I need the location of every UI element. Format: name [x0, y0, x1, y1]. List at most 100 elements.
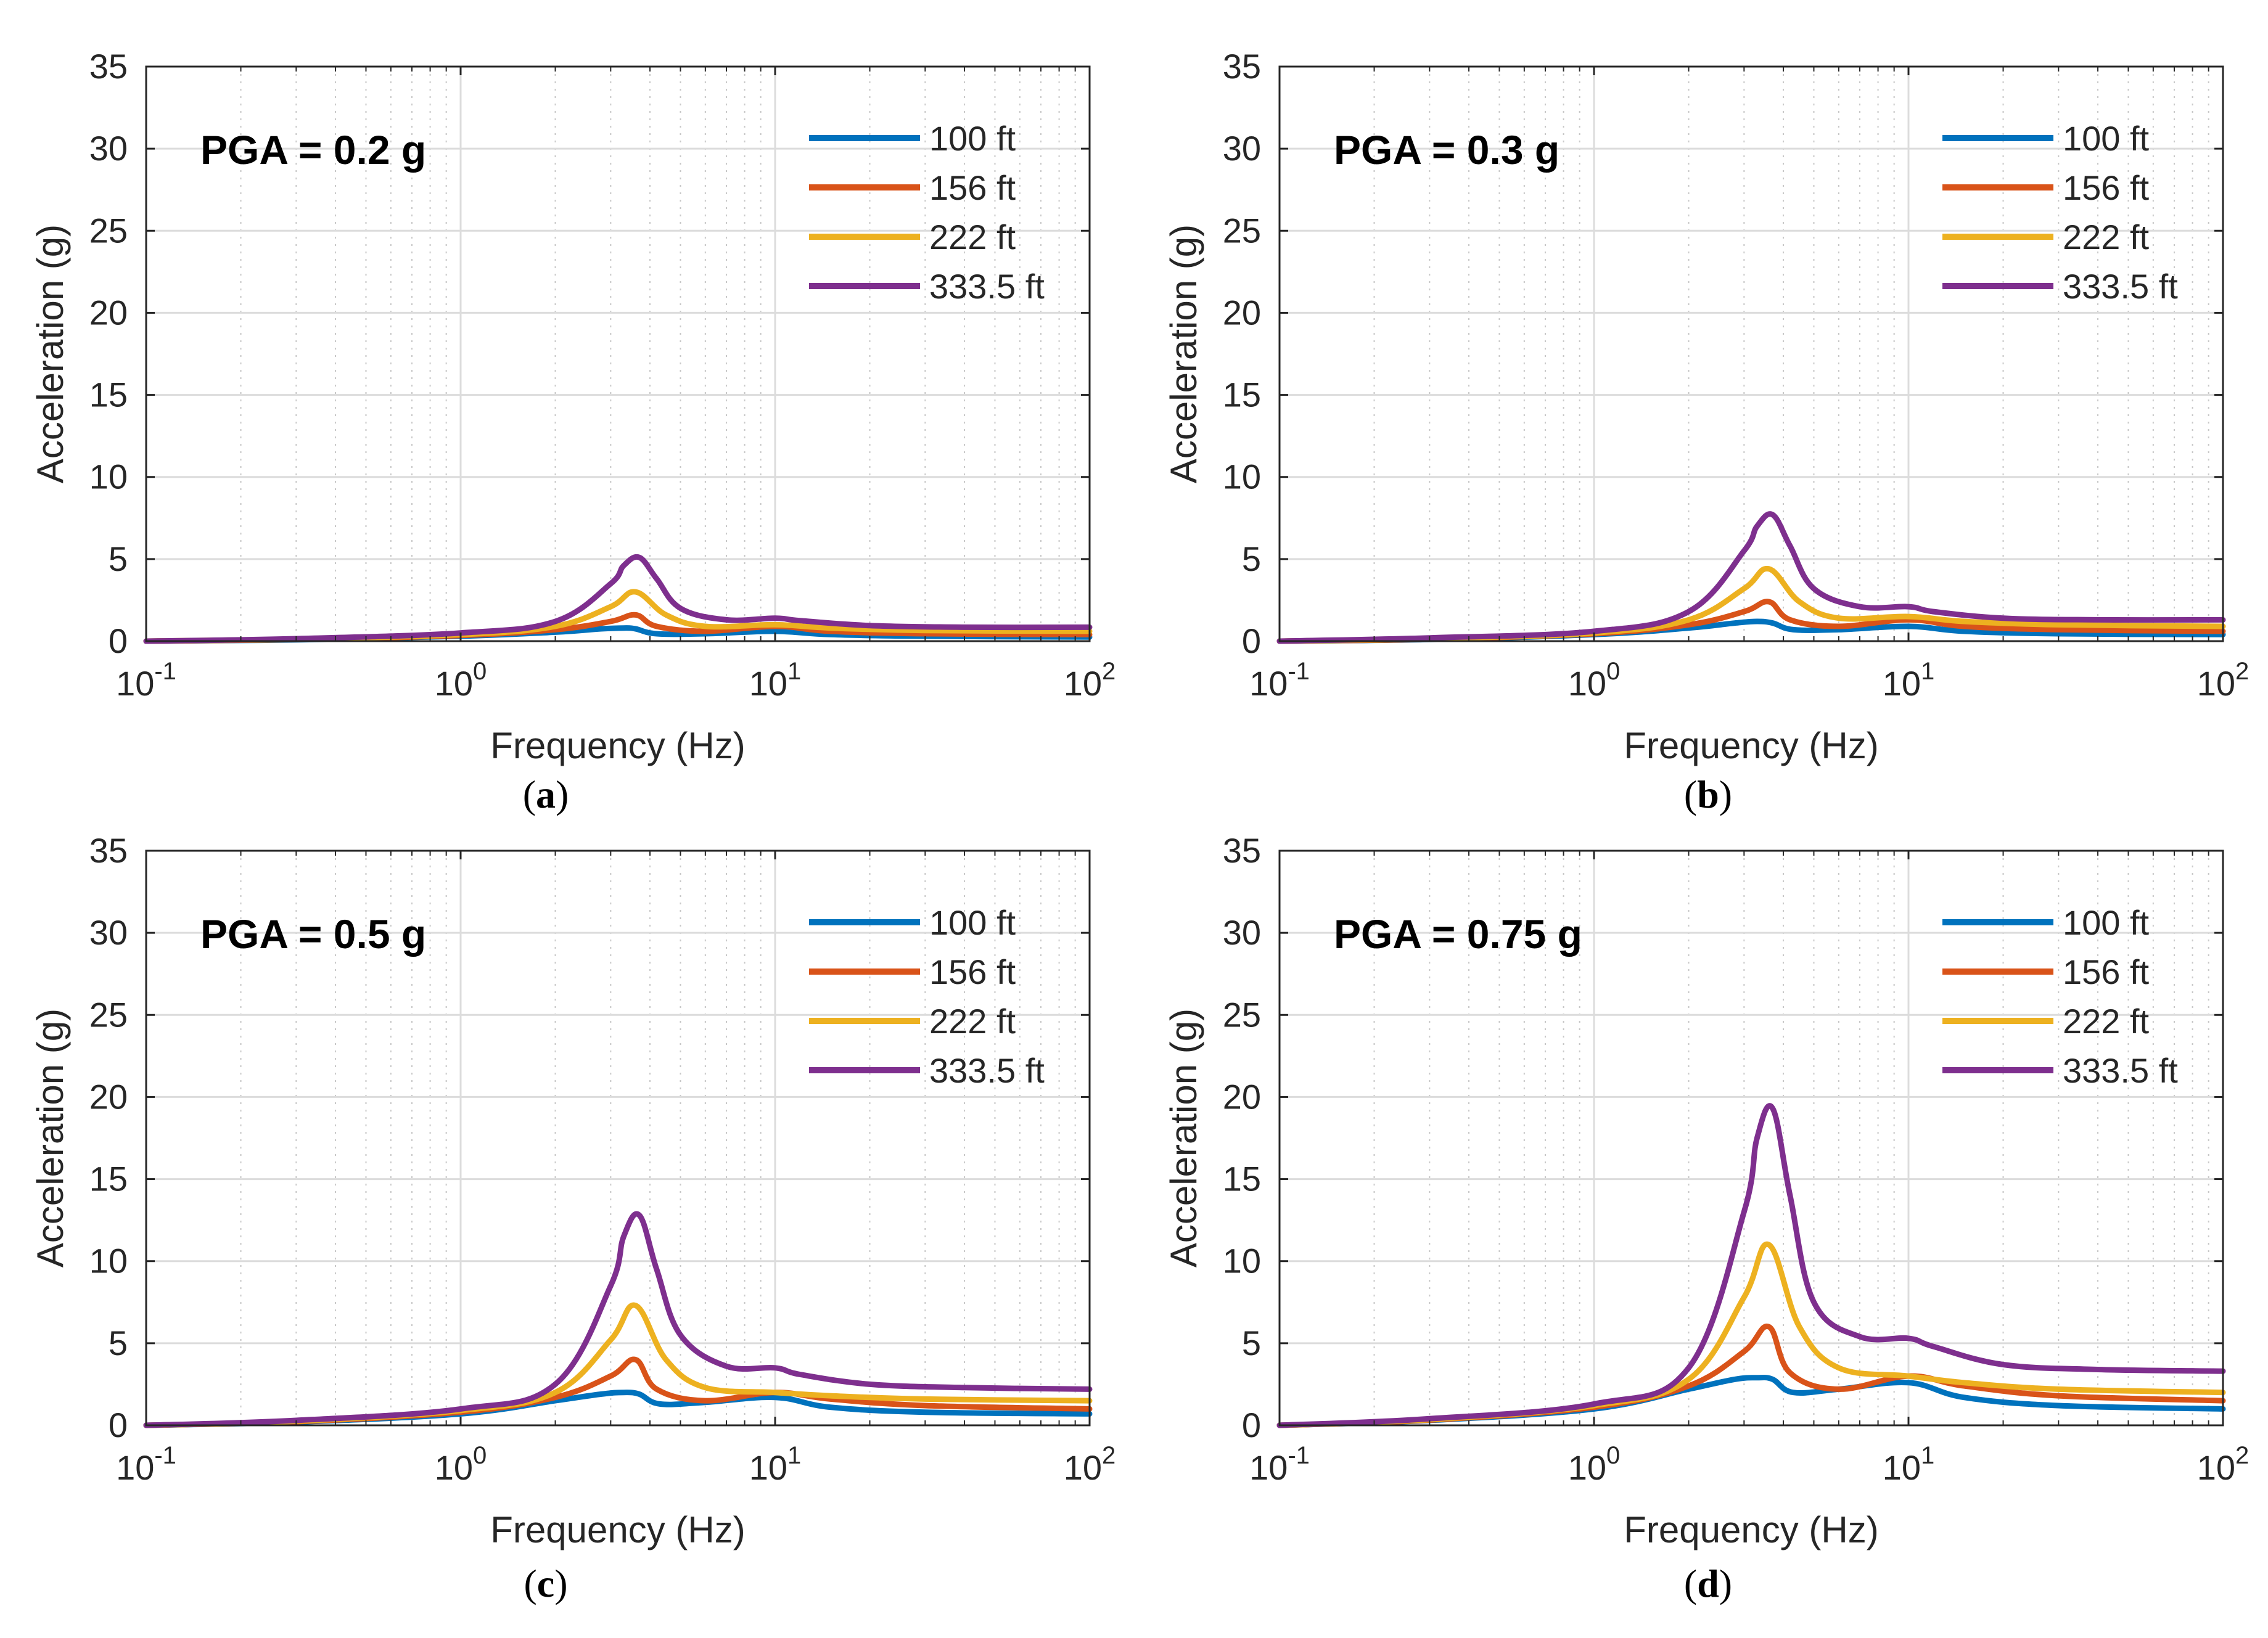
y-tick-label: 10	[1223, 457, 1261, 496]
chart-panel-d: 0 5 10 15 20 25 30 35 10-1 100 101 102 Frequency (Hz…	[1163, 831, 2249, 1605]
x-tick-label: 100	[1568, 658, 1621, 703]
legend: 100 ft 156 ft 222 ft 333.5 ft	[1942, 903, 2178, 1090]
panel-label: (c)	[524, 1562, 567, 1605]
y-tick-label: 0	[1242, 1406, 1261, 1444]
y-tick-label: 35	[1223, 47, 1261, 86]
x-axis-label: Frequency (Hz)	[1624, 725, 1878, 766]
y-tick-label: 25	[1223, 995, 1261, 1034]
axes-box	[145, 850, 1091, 1427]
chart-panel-a: 0 5 10 15 20 25 30 35 10-1 100 101 102 Frequency (Hz…	[30, 47, 1116, 816]
y-axis-label: Acceleration (g)	[1163, 224, 1204, 483]
y-tick-label: 15	[89, 1160, 128, 1198]
plot-area	[146, 67, 1090, 641]
chart-panel-c: 0 5 10 15 20 25 30 35 10-1 100 101 102 Frequency (Hz…	[30, 831, 1116, 1605]
axes-box	[1278, 850, 2224, 1427]
legend-label: 333.5 ft	[2063, 267, 2178, 306]
panel-label: (a)	[523, 772, 569, 816]
x-tick-label: 101	[749, 1442, 802, 1487]
legend-label: 333.5 ft	[929, 1051, 1045, 1090]
y-tick-label: 0	[1242, 621, 1261, 660]
y-tick-label: 15	[1223, 1160, 1261, 1198]
axes-box	[1278, 65, 2224, 642]
y-tick-label: 35	[89, 47, 128, 86]
pga-annotation: PGA = 0.5 g	[200, 911, 426, 957]
y-axis-label: Acceleration (g)	[30, 1009, 71, 1267]
y-tick-label: 30	[89, 129, 128, 168]
legend-label: 100 ft	[2063, 903, 2150, 942]
x-tick-label: 100	[435, 1442, 487, 1487]
x-tick-label: 10-1	[116, 658, 176, 703]
x-axis-label: Frequency (Hz)	[1624, 1509, 1878, 1550]
y-tick-label: 0	[109, 621, 128, 660]
y-tick-label: 5	[109, 539, 128, 578]
y-tick-label: 5	[1242, 1324, 1261, 1362]
legend-label: 333.5 ft	[2063, 1051, 2178, 1090]
series-group	[1276, 1103, 2226, 1428]
y-tick-label: 25	[89, 995, 128, 1034]
pga-annotation: PGA = 0.2 g	[200, 127, 426, 173]
grid	[146, 67, 1090, 641]
y-tick-label: 5	[109, 1324, 128, 1362]
x-tick-label: 10-1	[1249, 658, 1310, 703]
x-tick-label: 101	[1883, 658, 1935, 703]
series-line-333-5-ft	[143, 1211, 1093, 1428]
x-axis-label: Frequency (Hz)	[490, 1509, 745, 1550]
y-tick-label: 20	[89, 293, 128, 332]
y-tick-label: 30	[89, 913, 128, 952]
legend-label: 222 ft	[929, 1002, 1016, 1041]
legend-label: 222 ft	[2063, 1002, 2150, 1041]
x-axis-label: Frequency (Hz)	[490, 725, 745, 766]
y-tick-label: 10	[1223, 1242, 1261, 1280]
y-axis-label: Acceleration (g)	[30, 224, 71, 483]
y-tick-label: 20	[1223, 293, 1261, 332]
legend-label: 222 ft	[2063, 218, 2150, 256]
chart-panel-b: 0 5 10 15 20 25 30 35 10-1 100 101 102 Frequency (Hz…	[1163, 47, 2249, 816]
x-tick-label: 101	[749, 658, 802, 703]
y-tick-label: 35	[89, 831, 128, 870]
legend-label: 100 ft	[929, 119, 1016, 158]
x-tick-label: 10-1	[1249, 1442, 1310, 1487]
y-tick-label: 20	[1223, 1077, 1261, 1116]
y-tick-label: 15	[89, 375, 128, 414]
pga-annotation: PGA = 0.75 g	[1334, 911, 1582, 957]
x-tick-label: 102	[1064, 658, 1116, 703]
y-tick-label: 25	[1223, 211, 1261, 250]
series-line-333-5-ft	[143, 554, 1093, 644]
x-tick-label: 102	[2197, 658, 2250, 703]
x-tick-label: 102	[2197, 1442, 2250, 1487]
legend-label: 156 ft	[2063, 952, 2150, 991]
y-axis-label: Acceleration (g)	[1163, 1009, 1204, 1267]
x-tick-label: 102	[1064, 1442, 1116, 1487]
series-group	[1276, 511, 2226, 644]
panel-label: (d)	[1684, 1562, 1732, 1605]
axes-box	[145, 65, 1091, 642]
pga-annotation: PGA = 0.3 g	[1334, 127, 1559, 173]
y-tick-label: 30	[1223, 913, 1261, 952]
y-tick-label: 30	[1223, 129, 1261, 168]
y-tick-label: 15	[1223, 375, 1261, 414]
x-tick-label: 10-1	[116, 1442, 176, 1487]
panel-label: (b)	[1684, 772, 1732, 816]
legend-label: 156 ft	[929, 168, 1016, 207]
legend-label: 156 ft	[2063, 168, 2150, 207]
y-tick-label: 10	[89, 457, 128, 496]
grid	[1280, 67, 2223, 641]
x-tick-label: 101	[1883, 1442, 1935, 1487]
series-line-333-5-ft	[1276, 511, 2226, 644]
legend-label: 222 ft	[929, 218, 1016, 256]
x-tick-label: 100	[435, 658, 487, 703]
x-tick-label: 100	[1568, 1442, 1621, 1487]
legend: 100 ft 156 ft 222 ft 333.5 ft	[809, 119, 1045, 306]
y-tick-label: 10	[89, 1242, 128, 1280]
series-line-333-5-ft	[1276, 1103, 2226, 1428]
plot-area	[1280, 851, 2223, 1425]
legend: 100 ft 156 ft 222 ft 333.5 ft	[809, 903, 1045, 1090]
y-tick-label: 20	[89, 1077, 128, 1116]
legend: 100 ft 156 ft 222 ft 333.5 ft	[1942, 119, 2178, 306]
legend-label: 156 ft	[929, 952, 1016, 991]
y-tick-label: 5	[1242, 539, 1261, 578]
y-tick-label: 25	[89, 211, 128, 250]
legend-label: 100 ft	[2063, 119, 2150, 158]
grid	[1280, 851, 2223, 1425]
